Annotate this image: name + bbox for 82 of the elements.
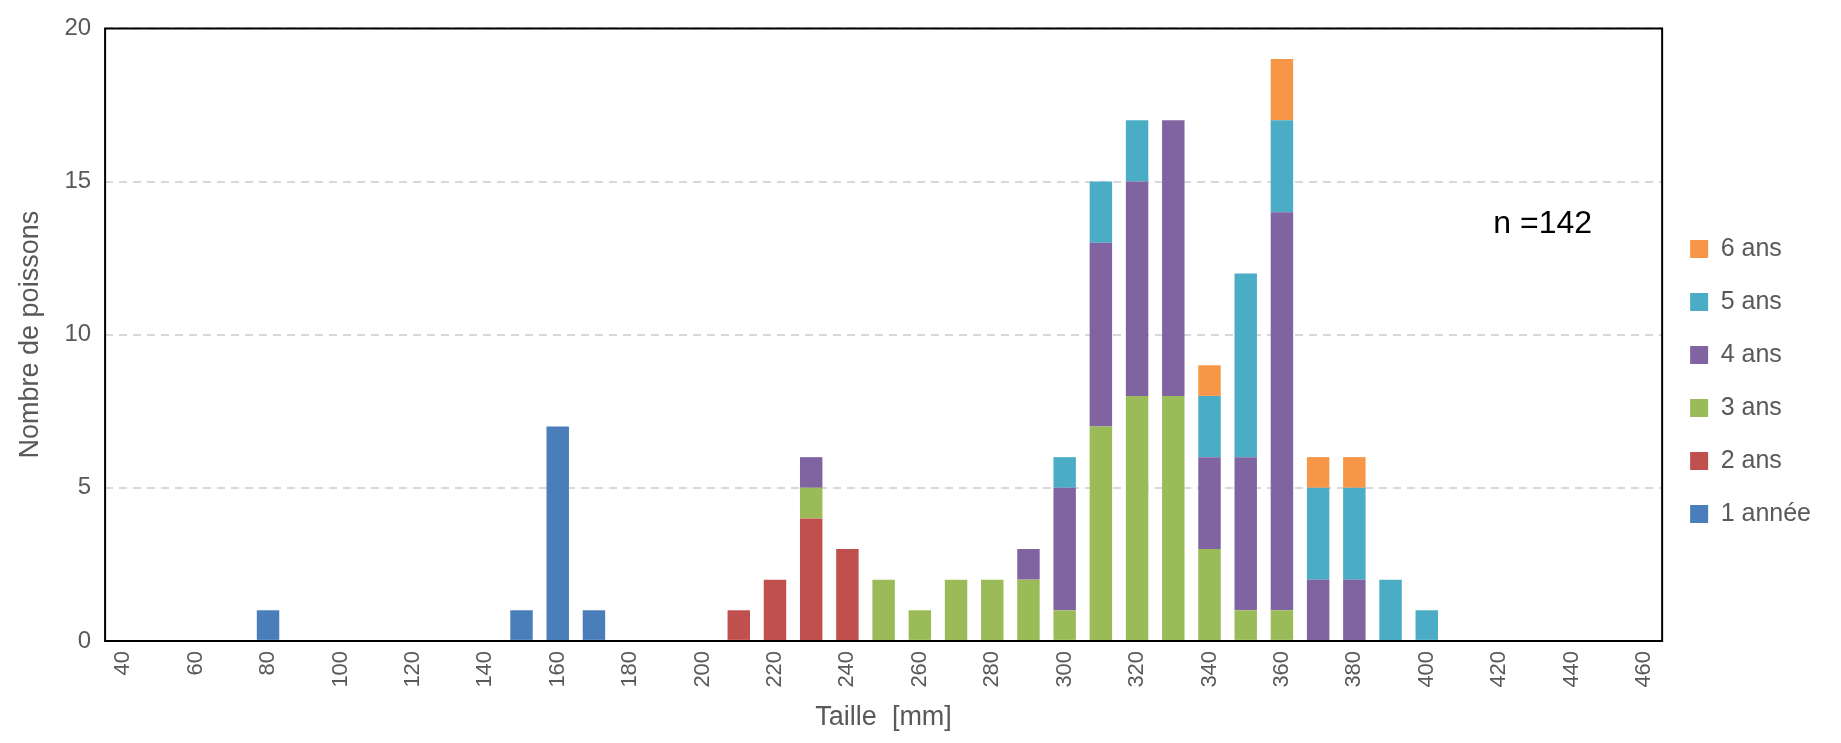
bar bbox=[1270, 59, 1294, 121]
bar bbox=[1198, 549, 1221, 640]
legend-label: 5 ans bbox=[1720, 285, 1782, 314]
bar bbox=[1343, 457, 1366, 488]
bar bbox=[1234, 457, 1257, 611]
bar bbox=[510, 610, 533, 640]
bar bbox=[1306, 487, 1330, 580]
bar bbox=[799, 457, 823, 488]
x-tick-label: 320 bbox=[1123, 650, 1149, 688]
legend-label: 6 ans bbox=[1720, 232, 1782, 261]
bar bbox=[1089, 181, 1113, 243]
x-tick-label: 140 bbox=[471, 650, 497, 688]
bar bbox=[1089, 426, 1113, 640]
bar bbox=[1198, 395, 1221, 458]
x-tick-label: 220 bbox=[761, 650, 787, 688]
bar bbox=[1125, 120, 1149, 182]
bar bbox=[1053, 487, 1076, 611]
bar bbox=[1343, 487, 1366, 580]
bar bbox=[546, 426, 569, 640]
bar bbox=[981, 579, 1004, 640]
bar bbox=[1198, 457, 1221, 550]
bar bbox=[1306, 457, 1330, 488]
y-axis-title: Nombre de poissons bbox=[13, 210, 44, 459]
bar bbox=[1198, 365, 1221, 396]
y-tick-label: 5 bbox=[77, 472, 92, 500]
legend-label: 4 ans bbox=[1720, 338, 1782, 367]
bar bbox=[1379, 579, 1402, 640]
bar bbox=[1234, 273, 1257, 458]
bar bbox=[582, 610, 606, 640]
x-tick-label: 440 bbox=[1557, 650, 1583, 688]
bar bbox=[1270, 120, 1294, 213]
x-tick-label: 280 bbox=[978, 650, 1004, 688]
bar bbox=[727, 610, 750, 640]
bar bbox=[1162, 120, 1185, 396]
x-tick-label: 100 bbox=[326, 650, 352, 688]
bar bbox=[799, 518, 823, 640]
y-tick-label: 0 bbox=[77, 625, 92, 653]
y-tick-label: 10 bbox=[64, 319, 92, 347]
y-tick-label: 15 bbox=[64, 166, 92, 194]
bar bbox=[1017, 549, 1040, 580]
x-tick-label: 420 bbox=[1485, 650, 1511, 688]
x-tick-label: 60 bbox=[181, 650, 207, 676]
legend-label: 2 ans bbox=[1720, 444, 1782, 473]
x-tick-label: 40 bbox=[109, 650, 135, 676]
legend-label: 1 année bbox=[1720, 497, 1812, 526]
x-tick-label: 400 bbox=[1412, 650, 1438, 688]
bar bbox=[836, 549, 859, 640]
x-tick-label: 360 bbox=[1267, 650, 1293, 688]
bar bbox=[1125, 395, 1149, 640]
bar bbox=[1053, 610, 1076, 640]
y-tick-label: 20 bbox=[64, 13, 92, 41]
legend-label: 3 ans bbox=[1720, 391, 1782, 420]
bar bbox=[1162, 395, 1185, 640]
bar bbox=[908, 610, 932, 640]
x-tick-label: 300 bbox=[1050, 650, 1076, 688]
x-tick-label: 120 bbox=[398, 650, 424, 688]
x-axis-title: Taille [mm] bbox=[815, 701, 952, 732]
bar bbox=[1017, 579, 1040, 640]
bar bbox=[1415, 610, 1438, 640]
bar bbox=[1089, 242, 1113, 427]
x-tick-label: 380 bbox=[1340, 650, 1366, 688]
bar bbox=[1053, 457, 1076, 488]
bar bbox=[1343, 579, 1366, 640]
x-tick-label: 180 bbox=[616, 650, 642, 688]
bar bbox=[799, 487, 823, 519]
x-tick-label: 260 bbox=[905, 650, 931, 688]
bar bbox=[256, 610, 280, 640]
x-tick-label: 460 bbox=[1630, 650, 1656, 688]
bar bbox=[763, 579, 787, 640]
bar bbox=[1306, 579, 1330, 640]
bar bbox=[944, 579, 968, 640]
x-tick-label: 160 bbox=[543, 650, 569, 688]
x-tick-label: 340 bbox=[1195, 650, 1221, 688]
annotation: n =142 bbox=[1493, 204, 1593, 241]
bar bbox=[1234, 610, 1257, 640]
bar bbox=[1125, 181, 1149, 396]
x-tick-label: 80 bbox=[254, 650, 280, 676]
bar bbox=[872, 579, 895, 640]
bar bbox=[1270, 212, 1294, 611]
x-tick-label: 240 bbox=[833, 650, 859, 688]
bar bbox=[1270, 610, 1294, 640]
x-tick-label: 200 bbox=[688, 650, 714, 688]
